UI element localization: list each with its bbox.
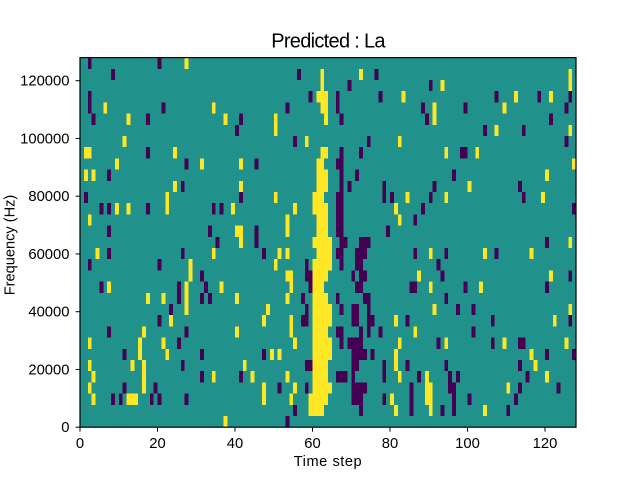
svg-text:40000: 40000 xyxy=(28,305,69,321)
svg-text:20000: 20000 xyxy=(28,362,69,378)
svg-text:60: 60 xyxy=(304,436,320,452)
svg-text:20: 20 xyxy=(149,436,165,452)
svg-text:Time step: Time step xyxy=(294,454,362,470)
svg-text:120000: 120000 xyxy=(20,74,69,90)
svg-text:0: 0 xyxy=(61,420,69,436)
svg-text:Predicted : La: Predicted : La xyxy=(271,31,386,53)
svg-text:Frequency (Hz): Frequency (Hz) xyxy=(3,195,19,296)
svg-text:60000: 60000 xyxy=(28,247,69,263)
svg-text:80: 80 xyxy=(382,436,398,452)
svg-text:40: 40 xyxy=(227,436,243,452)
svg-text:100000: 100000 xyxy=(20,131,69,147)
svg-text:120: 120 xyxy=(533,436,558,452)
svg-text:80000: 80000 xyxy=(28,189,69,205)
svg-text:0: 0 xyxy=(76,436,84,452)
svg-text:100: 100 xyxy=(455,436,480,452)
